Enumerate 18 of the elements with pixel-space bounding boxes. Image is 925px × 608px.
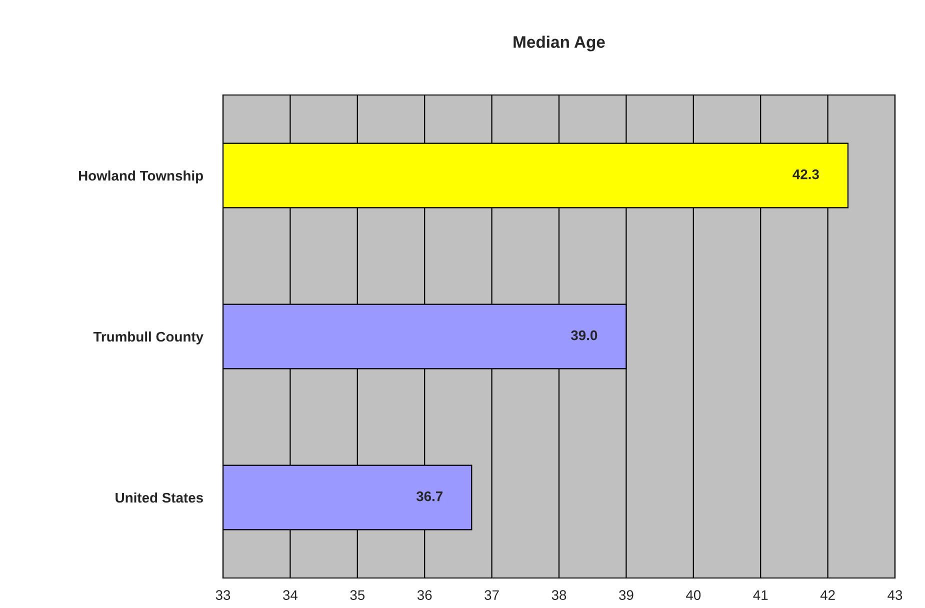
y-tick-label: Howland Township (78, 170, 203, 184)
x-tick-label: 39 (619, 590, 634, 600)
data-label: 42.3 (792, 169, 819, 180)
y-tick-label: Trumbull County (93, 331, 204, 344)
y-tick-label: United States (116, 492, 203, 503)
data-label: 36.7 (416, 491, 443, 502)
x-tick-label: 40 (686, 590, 701, 600)
x-tick-label: 36 (417, 590, 432, 600)
x-tick-label: 33 (216, 590, 230, 600)
x-tick-label: 42 (820, 590, 835, 600)
chart-title: Median Age (514, 36, 605, 52)
x-tick-label: 41 (753, 590, 768, 600)
x-tick-label: 37 (484, 590, 499, 600)
data-label: 39.0 (570, 330, 598, 340)
x-tick-label: 38 (552, 590, 566, 600)
x-tick-label: 34 (283, 590, 298, 600)
x-tick-label: 35 (350, 590, 365, 600)
x-tick-label: 43 (888, 590, 902, 600)
